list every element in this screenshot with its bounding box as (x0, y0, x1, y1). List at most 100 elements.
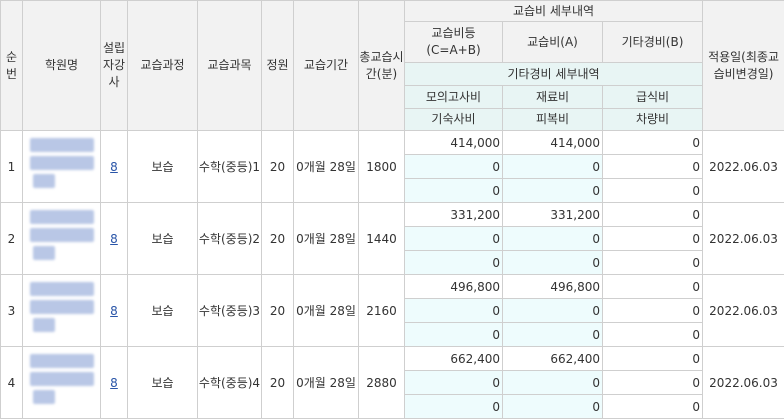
seq-cell: 1 (1, 131, 23, 203)
subject-cell: 수학(중등)2 (198, 203, 262, 275)
capacity-cell: 20 (262, 203, 294, 275)
header-seq: 순번 (1, 1, 23, 131)
header-fee-a: 교습비(A) (503, 22, 603, 63)
academy-name-blurred[interactable] (23, 275, 101, 347)
header-vehicle: 차량비 (603, 109, 703, 131)
teacher-count-cell: 8 (101, 347, 128, 419)
period-cell: 0개월 28일 (294, 203, 359, 275)
teacher-count-link[interactable]: 8 (110, 160, 118, 174)
header-fee-detail: 교습비 세부내역 (405, 1, 703, 22)
seq-cell: 3 (1, 275, 23, 347)
header-course: 교습과정 (128, 1, 198, 131)
mock-exam-cell: 0 (405, 299, 503, 323)
capacity-cell: 20 (262, 131, 294, 203)
period-cell: 0개월 28일 (294, 275, 359, 347)
vehicle-cell: 0 (603, 179, 703, 203)
uniform-cell: 0 (503, 323, 603, 347)
academy-name-blurred[interactable] (23, 131, 101, 203)
fee-b-cell: 0 (603, 275, 703, 299)
course-cell: 보습 (128, 203, 198, 275)
apply-date-cell: 2022.06.03 (703, 347, 784, 419)
teacher-count-cell: 8 (101, 203, 128, 275)
header-uniform: 피복비 (503, 109, 603, 131)
dorm-cell: 0 (405, 179, 503, 203)
uniform-cell: 0 (503, 179, 603, 203)
hours-cell: 2160 (359, 275, 405, 347)
header-dorm: 기숙사비 (405, 109, 503, 131)
vehicle-cell: 0 (603, 395, 703, 419)
dorm-cell: 0 (405, 395, 503, 419)
header-mock-exam: 모의고사비 (405, 86, 503, 109)
vehicle-cell: 0 (603, 323, 703, 347)
fee-a-cell: 496,800 (503, 275, 603, 299)
header-material: 재료비 (503, 86, 603, 109)
blurred-name-image (27, 206, 97, 268)
dorm-cell: 0 (405, 323, 503, 347)
meal-cell: 0 (603, 155, 703, 179)
fee-b-cell: 0 (603, 347, 703, 371)
header-capacity: 정원 (262, 1, 294, 131)
academy-name-blurred[interactable] (23, 347, 101, 419)
header-total-hours: 총교습시간(분) (359, 1, 405, 131)
header-meal: 급식비 (603, 86, 703, 109)
fee-a-cell: 331,200 (503, 203, 603, 227)
teacher-count-cell: 8 (101, 275, 128, 347)
material-cell: 0 (503, 227, 603, 251)
header-academy: 학원명 (23, 1, 101, 131)
material-cell: 0 (503, 155, 603, 179)
header-fee-total: 교습비등(C=A+B) (405, 22, 503, 63)
subject-cell: 수학(중등)1 (198, 131, 262, 203)
teacher-count-link[interactable]: 8 (110, 232, 118, 246)
course-cell: 보습 (128, 131, 198, 203)
period-cell: 0개월 28일 (294, 347, 359, 419)
meal-cell: 0 (603, 371, 703, 395)
header-other-detail: 기타경비 세부내역 (405, 63, 703, 86)
subject-cell: 수학(중등)4 (198, 347, 262, 419)
hours-cell: 1800 (359, 131, 405, 203)
fee-b-cell: 0 (603, 131, 703, 155)
mock-exam-cell: 0 (405, 371, 503, 395)
blurred-name-image (27, 278, 97, 340)
hours-cell: 1440 (359, 203, 405, 275)
dorm-cell: 0 (405, 251, 503, 275)
course-cell: 보습 (128, 347, 198, 419)
blurred-name-image (27, 134, 97, 196)
subject-cell: 수학(중등)3 (198, 275, 262, 347)
header-fee-b: 기타경비(B) (603, 22, 703, 63)
teacher-count-cell: 8 (101, 131, 128, 203)
uniform-cell: 0 (503, 395, 603, 419)
fee-a-cell: 662,400 (503, 347, 603, 371)
header-apply-date: 적용일(최종교습비변경일) (703, 1, 784, 131)
material-cell: 0 (503, 299, 603, 323)
header-subject: 교습과목 (198, 1, 262, 131)
vehicle-cell: 0 (603, 251, 703, 275)
mock-exam-cell: 0 (405, 227, 503, 251)
fee-total-cell: 331,200 (405, 203, 503, 227)
teacher-count-link[interactable]: 8 (110, 304, 118, 318)
fee-b-cell: 0 (603, 203, 703, 227)
fee-total-cell: 496,800 (405, 275, 503, 299)
academy-name-blurred[interactable] (23, 203, 101, 275)
meal-cell: 0 (603, 299, 703, 323)
uniform-cell: 0 (503, 251, 603, 275)
mock-exam-cell: 0 (405, 155, 503, 179)
apply-date-cell: 2022.06.03 (703, 131, 784, 203)
teacher-count-link[interactable]: 8 (110, 376, 118, 390)
hours-cell: 2880 (359, 347, 405, 419)
fee-a-cell: 414,000 (503, 131, 603, 155)
capacity-cell: 20 (262, 347, 294, 419)
blurred-name-image (27, 350, 97, 412)
apply-date-cell: 2022.06.03 (703, 203, 784, 275)
apply-date-cell: 2022.06.03 (703, 275, 784, 347)
course-cell: 보습 (128, 275, 198, 347)
capacity-cell: 20 (262, 275, 294, 347)
seq-cell: 4 (1, 347, 23, 419)
seq-cell: 2 (1, 203, 23, 275)
period-cell: 0개월 28일 (294, 131, 359, 203)
fee-total-cell: 414,000 (405, 131, 503, 155)
